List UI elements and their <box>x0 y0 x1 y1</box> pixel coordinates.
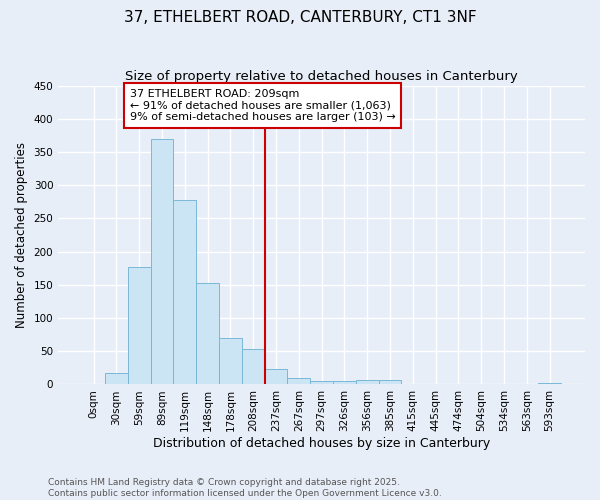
Bar <box>310 381 333 384</box>
Bar <box>151 138 173 384</box>
Y-axis label: Number of detached properties: Number of detached properties <box>15 142 28 328</box>
Bar <box>538 383 561 384</box>
Bar <box>379 380 401 384</box>
X-axis label: Distribution of detached houses by size in Canterbury: Distribution of detached houses by size … <box>153 437 490 450</box>
Bar <box>196 283 219 384</box>
Bar <box>287 378 310 384</box>
Text: 37, ETHELBERT ROAD, CANTERBURY, CT1 3NF: 37, ETHELBERT ROAD, CANTERBURY, CT1 3NF <box>124 10 476 25</box>
Bar <box>128 267 151 384</box>
Bar <box>333 381 356 384</box>
Bar <box>173 200 196 384</box>
Bar <box>242 348 265 384</box>
Bar <box>265 369 287 384</box>
Bar <box>356 380 379 384</box>
Bar <box>105 373 128 384</box>
Title: Size of property relative to detached houses in Canterbury: Size of property relative to detached ho… <box>125 70 518 83</box>
Text: 37 ETHELBERT ROAD: 209sqm
← 91% of detached houses are smaller (1,063)
9% of sem: 37 ETHELBERT ROAD: 209sqm ← 91% of detac… <box>130 89 396 122</box>
Text: Contains HM Land Registry data © Crown copyright and database right 2025.
Contai: Contains HM Land Registry data © Crown c… <box>48 478 442 498</box>
Bar <box>219 338 242 384</box>
